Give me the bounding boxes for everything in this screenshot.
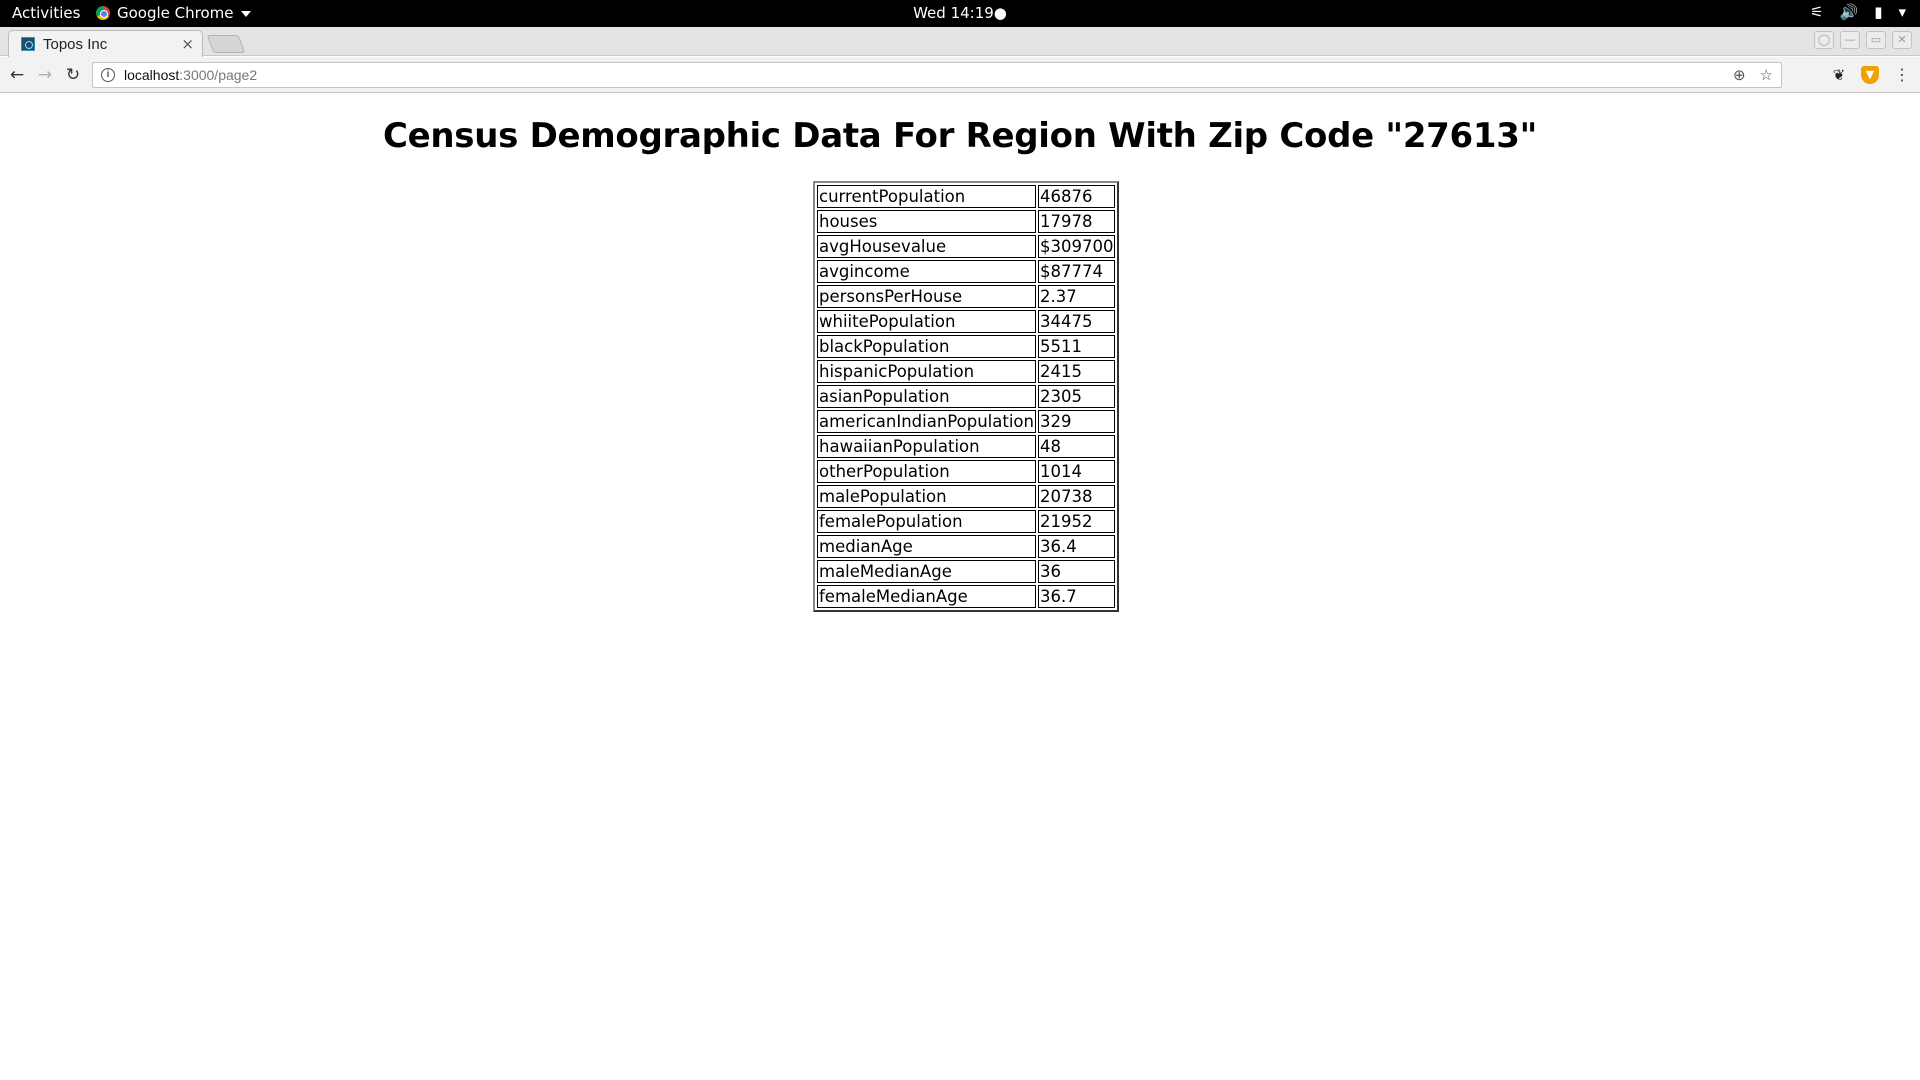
- tab-title: Topos Inc: [43, 35, 108, 53]
- row-key-cell: maleMedianAge: [817, 560, 1036, 583]
- table-row: otherPopulation 1014: [817, 460, 1116, 483]
- address-bar[interactable]: i localhost :3000/page2 ⊕ ☆: [92, 62, 1782, 88]
- caret-down-icon: [240, 11, 251, 17]
- star-icon[interactable]: ☆: [1759, 67, 1773, 84]
- browser-toolbar: ← → ↻ i localhost :3000/page2 ⊕ ☆ ❦ ▼ ⋮: [0, 57, 1920, 93]
- table-row: asianPopulation 2305: [817, 385, 1116, 408]
- table-row: avgHousevalue $309700: [817, 235, 1116, 258]
- volume-icon: 🔊: [1839, 3, 1859, 21]
- tab-topos-inc[interactable]: Topos Inc ×: [8, 30, 203, 57]
- app-menu[interactable]: Google Chrome: [96, 4, 251, 22]
- app-menu-label: Google Chrome: [117, 4, 234, 22]
- table-row: femalePopulation 21952: [817, 510, 1116, 533]
- table-row: avgincome $87774: [817, 260, 1116, 283]
- row-value-cell: 20738: [1037, 485, 1116, 508]
- row-value-cell: 36.7: [1037, 585, 1116, 608]
- system-top-bar: Activities Google Chrome Wed 14:19● ⚟ 🔊 …: [0, 0, 1920, 27]
- window-close-icon[interactable]: ✕: [1892, 31, 1912, 49]
- row-key-cell: currentPopulation: [817, 185, 1036, 208]
- row-value-cell: 48: [1037, 435, 1116, 458]
- row-value-cell: 17978: [1037, 210, 1116, 233]
- table-row: malePopulation 20738: [817, 485, 1116, 508]
- table-row: hispanicPopulation 2415: [817, 360, 1116, 383]
- shield-extension-icon[interactable]: ▼: [1861, 66, 1879, 84]
- row-key-cell: hawaiianPopulation: [817, 435, 1036, 458]
- row-value-cell: 1014: [1037, 460, 1116, 483]
- table-row: americanIndianPopulation 329: [817, 410, 1116, 433]
- table-row: blackPopulation 5511: [817, 335, 1116, 358]
- table-row: whiitePopulation 34475: [817, 310, 1116, 333]
- table-row: personsPerHouse 2.37: [817, 285, 1116, 308]
- row-value-cell: $87774: [1037, 260, 1116, 283]
- tab-strip: Topos Inc × ◯ — ▭ ✕: [0, 27, 1920, 57]
- row-key-cell: femaleMedianAge: [817, 585, 1036, 608]
- chrome-logo-icon: [96, 6, 110, 20]
- table-row: femaleMedianAge 36.7: [817, 585, 1116, 608]
- back-arrow-icon[interactable]: ←: [9, 65, 25, 85]
- table-row: houses 17978: [817, 210, 1116, 233]
- row-key-cell: personsPerHouse: [817, 285, 1036, 308]
- window-controls: ◯ — ▭ ✕: [1814, 31, 1912, 49]
- page-title: Census Demographic Data For Region With …: [382, 116, 1538, 156]
- row-key-cell: asianPopulation: [817, 385, 1036, 408]
- row-key-cell: malePopulation: [817, 485, 1036, 508]
- row-key-cell: avgHousevalue: [817, 235, 1036, 258]
- system-tray[interactable]: ⚟ 🔊 ▮ ▾: [1810, 3, 1906, 21]
- table-row: maleMedianAge 36: [817, 560, 1116, 583]
- row-key-cell: avgincome: [817, 260, 1036, 283]
- row-value-cell: 36.4: [1037, 535, 1116, 558]
- chevron-down-icon: ▾: [1898, 3, 1906, 21]
- row-value-cell: 2305: [1037, 385, 1116, 408]
- row-value-cell: 36: [1037, 560, 1116, 583]
- row-value-cell: 2415: [1037, 360, 1116, 383]
- row-key-cell: otherPopulation: [817, 460, 1036, 483]
- row-value-cell: 46876: [1037, 185, 1116, 208]
- forward-arrow-icon[interactable]: →: [37, 65, 53, 85]
- maximize-icon[interactable]: ▭: [1866, 31, 1886, 49]
- reload-icon[interactable]: ↻: [65, 65, 81, 85]
- url-host: localhost: [124, 67, 180, 83]
- react-favicon-icon: [21, 37, 35, 51]
- clock[interactable]: Wed 14:19●: [913, 4, 1007, 22]
- census-table: currentPopulation 46876 houses 17978 avgHous…: [813, 181, 1120, 612]
- row-key-cell: americanIndianPopulation: [817, 410, 1036, 433]
- activities-button[interactable]: Activities: [12, 4, 81, 22]
- row-value-cell: 21952: [1037, 510, 1116, 533]
- table-row: medianAge 36.4: [817, 535, 1116, 558]
- row-value-cell: 329: [1037, 410, 1116, 433]
- row-key-cell: medianAge: [817, 535, 1036, 558]
- row-value-cell: $309700: [1037, 235, 1116, 258]
- extension-icon[interactable]: ❦: [1832, 66, 1846, 84]
- table-row: currentPopulation 46876: [817, 185, 1116, 208]
- battery-icon: ▮: [1874, 3, 1883, 21]
- minimize-icon[interactable]: —: [1840, 31, 1860, 49]
- menu-dots-icon[interactable]: ⋮: [1894, 65, 1910, 84]
- wifi-icon: ⚟: [1810, 3, 1824, 21]
- table-row: hawaiianPopulation 48: [817, 435, 1116, 458]
- row-key-cell: whiitePopulation: [817, 310, 1036, 333]
- profile-icon[interactable]: ◯: [1814, 31, 1834, 49]
- row-key-cell: blackPopulation: [817, 335, 1036, 358]
- row-value-cell: 2.37: [1037, 285, 1116, 308]
- row-value-cell: 5511: [1037, 335, 1116, 358]
- url-path: :3000/page2: [179, 67, 258, 83]
- page-content: Census Demographic Data For Region With …: [0, 94, 1920, 1080]
- clock-container: Wed 14:19●: [0, 4, 1920, 22]
- row-key-cell: hispanicPopulation: [817, 360, 1036, 383]
- close-icon[interactable]: ×: [181, 35, 194, 53]
- row-key-cell: femalePopulation: [817, 510, 1036, 533]
- info-icon[interactable]: i: [101, 68, 115, 82]
- zoom-icon[interactable]: ⊕: [1732, 67, 1746, 84]
- new-tab-button[interactable]: [206, 35, 246, 53]
- row-value-cell: 34475: [1037, 310, 1116, 333]
- row-key-cell: houses: [817, 210, 1036, 233]
